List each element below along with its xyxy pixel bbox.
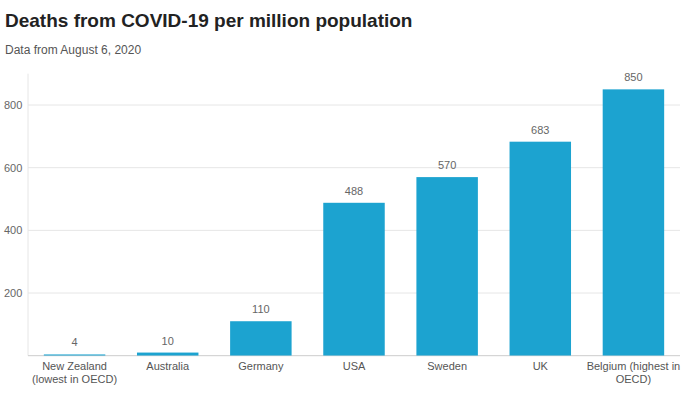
data-label: 850 — [624, 71, 642, 83]
bar — [603, 89, 664, 355]
x-tick-label: New Zealand(lowest in OECD) — [32, 360, 117, 385]
data-label: 10 — [162, 335, 174, 347]
bar — [416, 177, 477, 356]
data-label: 4 — [72, 336, 78, 348]
bar — [230, 321, 291, 355]
bar — [510, 142, 571, 356]
x-tick-label: Germany — [238, 360, 284, 372]
grid-line — [28, 105, 680, 106]
x-tick-label: Sweden — [427, 360, 467, 372]
data-label: 683 — [531, 124, 549, 136]
x-tick-label: UK — [533, 360, 549, 372]
subtitle: Data from August 6, 2020 — [5, 43, 141, 57]
chart: Deaths from COVID-19 per million populat… — [0, 0, 700, 400]
x-tick-label: Belgium (highest inOECD) — [587, 360, 681, 385]
x-tick-label: USA — [343, 360, 366, 372]
data-label: 110 — [252, 303, 270, 315]
y-tick-label: 400 — [4, 224, 22, 236]
y-tick-label: 200 — [4, 287, 22, 299]
data-label: 488 — [345, 185, 363, 197]
x-tick-label: Australia — [146, 360, 190, 372]
bar — [323, 203, 384, 356]
bar — [137, 353, 198, 356]
y-tick-label: 800 — [4, 99, 22, 111]
y-tick-label: 600 — [4, 162, 22, 174]
bars — [44, 89, 664, 355]
grid-line — [28, 167, 680, 168]
y-axis-line — [28, 74, 29, 356]
title: Deaths from COVID-19 per million populat… — [5, 10, 412, 31]
bar — [44, 354, 105, 355]
data-label: 570 — [438, 159, 456, 171]
